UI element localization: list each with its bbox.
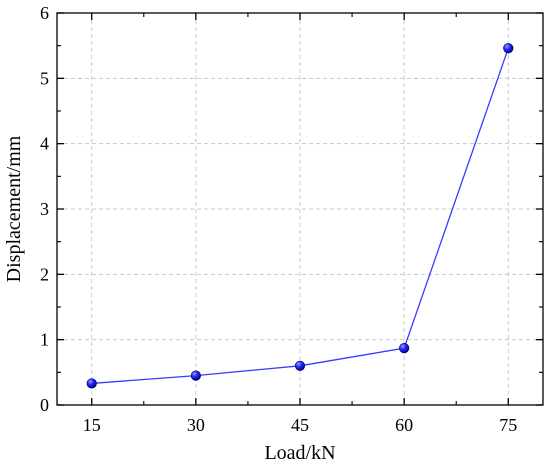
labels: Load/kN Displacement/mm [3, 135, 336, 464]
y-axis-title: Displacement/mm [3, 135, 25, 282]
series-layer [86, 43, 514, 389]
data-point [399, 343, 410, 354]
y-tick-label: 6 [40, 3, 49, 23]
x-tick-label: 45 [291, 415, 309, 435]
data-point [86, 378, 97, 389]
y-tick-label: 1 [40, 330, 49, 350]
data-point [294, 360, 306, 371]
data-point [190, 370, 201, 381]
data-point [503, 43, 514, 54]
y-tick-label: 0 [40, 395, 49, 415]
grid [57, 13, 543, 405]
y-tick-label: 3 [40, 199, 49, 219]
y-tick-label: 2 [40, 264, 49, 284]
x-tick-label: 75 [499, 415, 517, 435]
y-tick-label: 4 [40, 134, 49, 154]
x-tick-label: 30 [187, 415, 205, 435]
x-tick-label: 60 [395, 415, 413, 435]
x-tick-label: 15 [83, 415, 101, 435]
y-tick-label: 5 [40, 68, 49, 88]
x-axis-title: Load/kN [264, 442, 335, 464]
